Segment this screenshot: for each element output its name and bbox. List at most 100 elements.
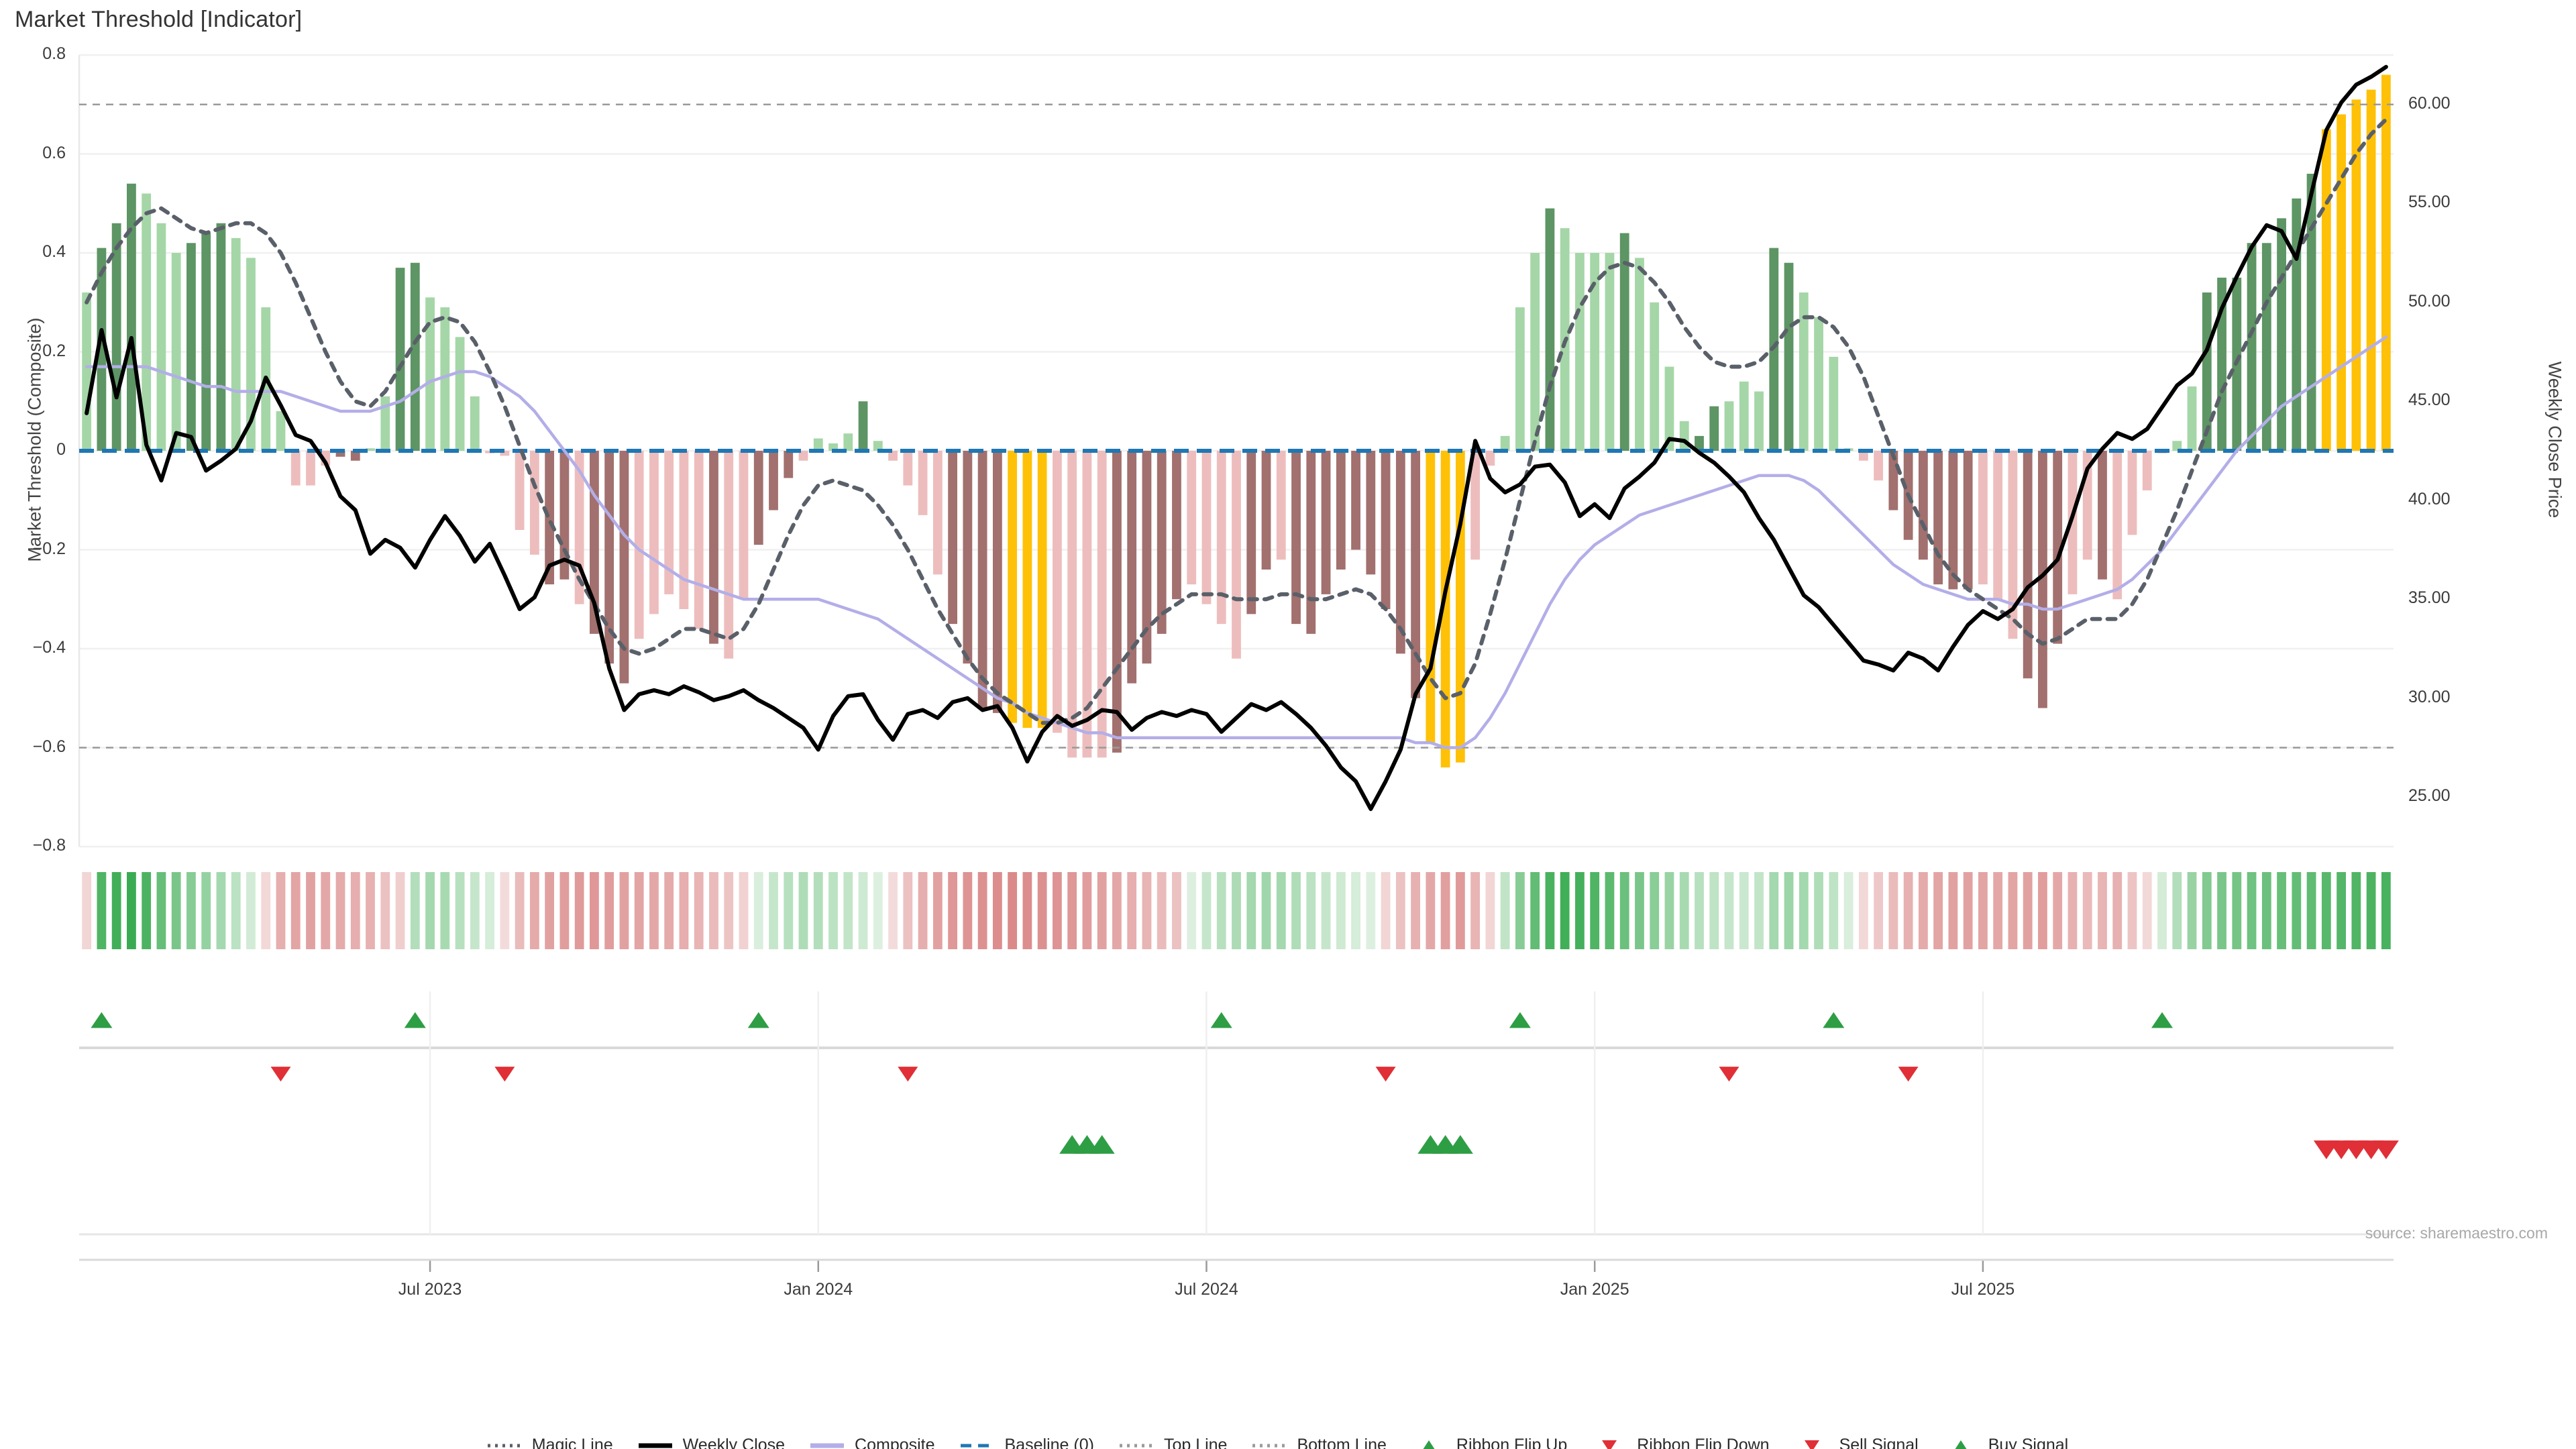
legend-item-label: Buy Signal <box>1988 1436 2069 1449</box>
ribbon-cell <box>903 872 913 949</box>
ribbon-cell <box>1739 872 1749 949</box>
ribbon-cell <box>455 872 465 949</box>
composite-bar <box>2351 99 2361 451</box>
solid-line-icon <box>810 1443 845 1448</box>
composite-bar <box>1485 451 1495 466</box>
composite-bar <box>366 448 375 451</box>
composite-bar <box>1008 451 1018 723</box>
composite-bar <box>156 223 166 451</box>
composite-bar <box>2127 451 2137 535</box>
ribbon-cell <box>2157 872 2167 949</box>
composite-bar <box>784 451 794 478</box>
composite-bar <box>649 451 659 614</box>
legend-item[interactable]: Baseline (0) <box>958 1436 1094 1449</box>
ribbon-cell <box>963 872 973 949</box>
composite-bar <box>1605 253 1615 451</box>
ribbon-cell <box>1440 872 1450 949</box>
legend-item[interactable]: Ribbon Flip Down <box>1590 1436 1770 1449</box>
ribbon-cell <box>1545 872 1555 949</box>
composite-bar <box>2321 129 2331 451</box>
composite-bar <box>515 451 525 530</box>
y-tick-left: 0.4 <box>42 242 66 261</box>
ribbon-cell <box>2202 872 2212 949</box>
ribbon-cell <box>261 872 271 949</box>
ribbon-cell <box>574 872 584 949</box>
legend-item[interactable]: Sell Signal <box>1792 1436 1919 1449</box>
ribbon-cell <box>425 872 435 949</box>
ribbon-cell <box>1321 872 1331 949</box>
ribbon-cell <box>1799 872 1809 949</box>
legend-item[interactable]: Top Line <box>1117 1436 1228 1449</box>
ribbon-cell <box>604 872 614 949</box>
ribbon-cell <box>918 872 928 949</box>
legend-item[interactable]: Bottom Line <box>1250 1436 1387 1449</box>
composite-bar <box>1306 451 1316 634</box>
composite-bar <box>276 411 286 451</box>
composite-bar <box>1411 451 1420 698</box>
composite-bar <box>1978 451 1988 585</box>
legend-item[interactable]: Buy Signal <box>1941 1436 2069 1449</box>
ribbon-cell <box>1814 872 1823 949</box>
composite-bar <box>111 223 121 451</box>
ribbon-cell <box>1276 872 1286 949</box>
ribbon-cell <box>1560 872 1570 949</box>
ribbon-cell <box>470 872 480 949</box>
composite-bar <box>1053 451 1062 733</box>
legend-item-label: Sell Signal <box>1839 1436 1919 1449</box>
y-tick-right: 55.00 <box>2408 193 2451 212</box>
ribbon-cell <box>1843 872 1854 949</box>
ribbon-cell <box>769 872 778 949</box>
ribbon-cell <box>1664 872 1674 949</box>
composite-bar <box>1679 421 1689 451</box>
ribbon-cell <box>1530 872 1540 949</box>
composite-bar <box>97 248 107 451</box>
legend-item-label: Baseline (0) <box>1004 1436 1094 1449</box>
composite-bar <box>290 451 301 486</box>
composite-bar <box>246 258 256 451</box>
ribbon-cell <box>321 872 331 949</box>
composite-bar <box>604 451 614 664</box>
ribbon-cell <box>664 872 674 949</box>
ribbon-cell <box>1097 872 1107 949</box>
composite-bar <box>1619 233 1629 451</box>
composite-bar <box>1157 451 1167 634</box>
composite-bar <box>1500 435 1510 451</box>
ribbon-cell <box>1619 872 1629 949</box>
legend-item[interactable]: Weekly Close <box>636 1436 785 1449</box>
ribbon-cell <box>2261 872 2271 949</box>
y-tick-right: 45.00 <box>2408 390 2451 410</box>
ribbon-cell <box>2142 872 2152 949</box>
legend-item[interactable]: Ribbon Flip Up <box>1409 1436 1567 1449</box>
ribbon-flip-up-marker <box>747 1012 769 1028</box>
composite-bar <box>1709 406 1719 451</box>
composite-bar <box>1814 317 1823 451</box>
composite-bar <box>2187 386 2197 451</box>
ribbon-cell <box>2366 872 2376 949</box>
composite-bar <box>1187 451 1197 585</box>
ribbon-cell <box>201 872 211 949</box>
composite-bar <box>769 451 778 511</box>
ribbon-flip-down-marker <box>1375 1067 1396 1082</box>
ribbon-cell <box>634 872 644 949</box>
composite-bar <box>1261 451 1271 570</box>
ribbon-cell <box>276 872 286 949</box>
composite-bar <box>1067 451 1077 758</box>
ribbon-cell <box>694 872 704 949</box>
composite-bar <box>1172 451 1181 600</box>
legend-item[interactable]: Magic Line <box>485 1436 613 1449</box>
ribbon-cell <box>1829 872 1839 949</box>
ribbon-cell <box>679 872 689 949</box>
composite-bar <box>679 451 689 609</box>
ribbon-cell <box>2217 872 2226 949</box>
ribbon-cell <box>1724 872 1734 949</box>
ribbon-cell <box>1216 872 1226 949</box>
ribbon-cell <box>82 872 92 949</box>
composite-bar <box>2172 441 2182 451</box>
composite-bar <box>1142 451 1152 664</box>
composite-bar <box>1948 451 1958 590</box>
dotted-line-icon <box>487 1444 521 1447</box>
legend-item[interactable]: Composite <box>808 1436 935 1449</box>
legend-item-label: Top Line <box>1163 1436 1228 1449</box>
ribbon-cell <box>1336 872 1346 949</box>
ribbon-cell <box>1978 872 1988 949</box>
